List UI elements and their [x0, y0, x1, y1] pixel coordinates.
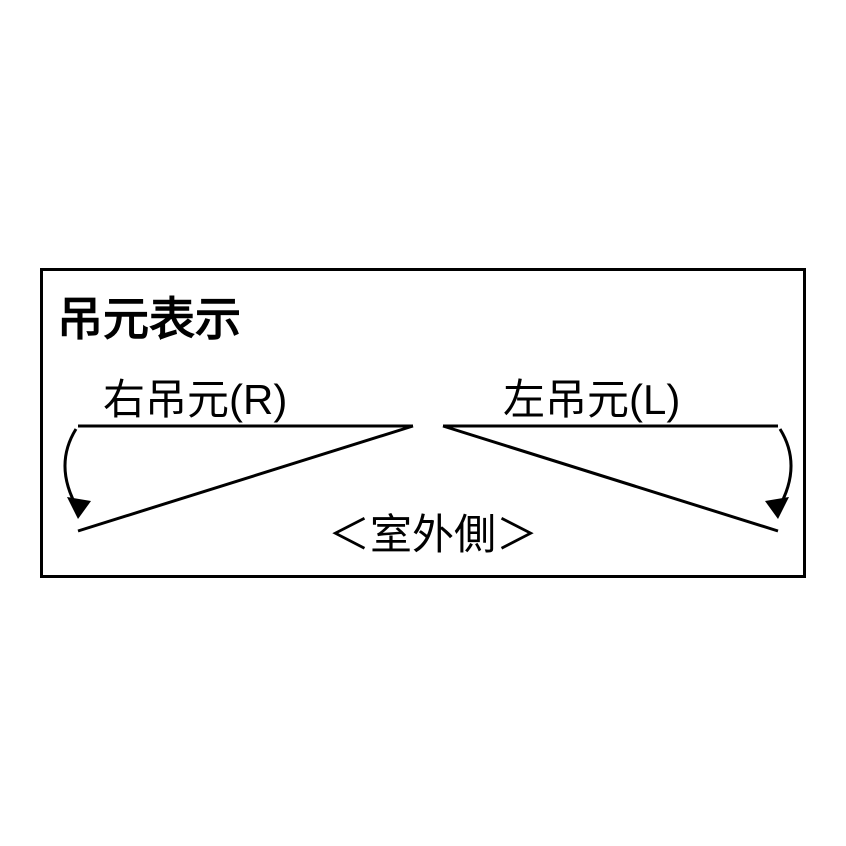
outdoor-side-label: ＜室外側＞ — [328, 501, 538, 562]
right-swing-arrow — [765, 429, 791, 519]
right-hinge-label: 左吊元(L) — [503, 366, 680, 427]
left-swing-arrow — [65, 429, 91, 519]
diagram-title: 吊元表示 — [57, 283, 241, 349]
left-hinge-label: 右吊元(R) — [103, 366, 287, 427]
hinge-diagram-container: 吊元表示 右吊元(R) 左吊元(L) ＜室外側＞ — [40, 268, 806, 578]
diagram-frame: 吊元表示 右吊元(R) 左吊元(L) ＜室外側＞ — [40, 268, 806, 578]
